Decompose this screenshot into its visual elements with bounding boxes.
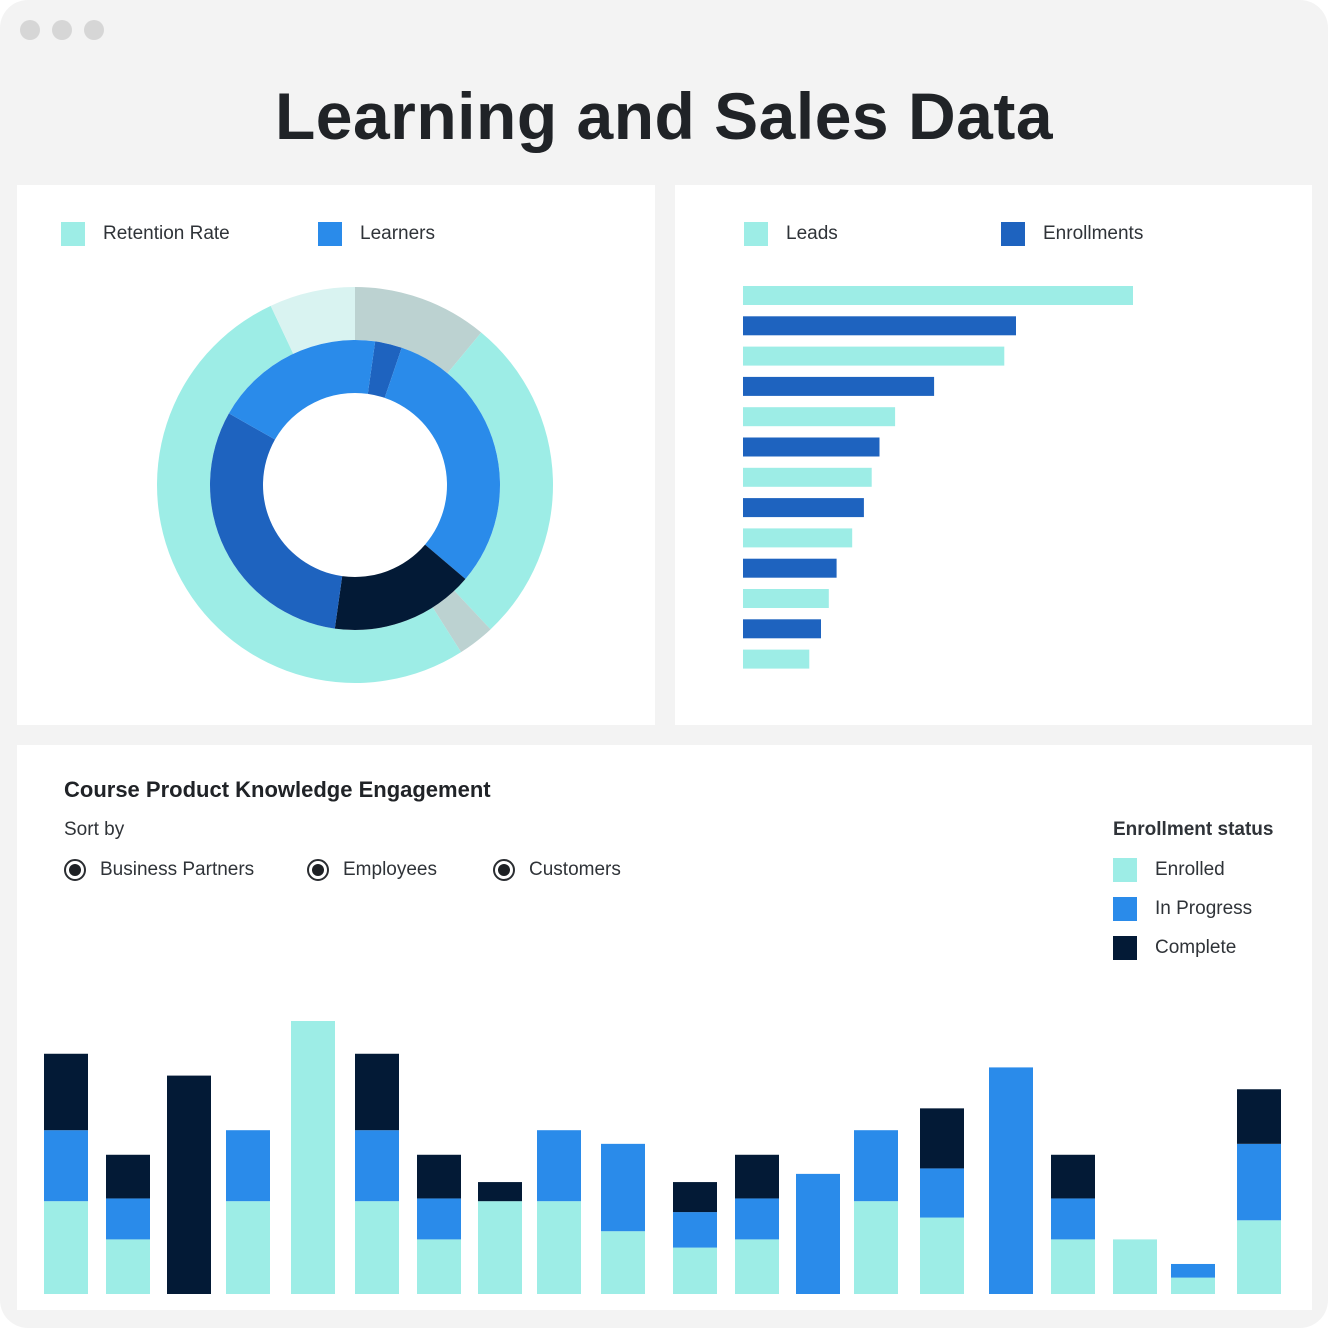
enrollment-status-title: Enrollment status	[1113, 819, 1274, 840]
leads-bar-3[interactable]	[743, 467, 872, 487]
window-controls	[20, 20, 104, 40]
enrollments-swatch	[1001, 222, 1025, 246]
complete-swatch	[1113, 936, 1137, 960]
learners-swatch	[318, 222, 342, 246]
legend-label: Leads	[786, 223, 838, 244]
radio-label: Business Partners	[100, 859, 255, 880]
donut-ring-1-slice-4[interactable]	[228, 340, 376, 440]
legend-label: In Progress	[1155, 898, 1253, 919]
leads-bar-6[interactable]	[743, 649, 810, 669]
page-title: Learning and Sales Data	[274, 79, 1054, 153]
donut-ring-1-slice-2[interactable]	[334, 544, 466, 630]
legend-label: Enrolled	[1155, 859, 1225, 880]
leads-bar-card: Leads Enrollments	[675, 185, 1312, 725]
donut-ring-0-slice-1[interactable]	[447, 332, 553, 630]
legend-enrollments: Enrollments	[1001, 222, 1143, 246]
leads-enrollments-chart	[743, 286, 1133, 669]
legend-label: Enrollments	[1043, 223, 1144, 244]
enrollments-bar-3[interactable]	[743, 498, 864, 518]
enrollments-bar-2[interactable]	[743, 437, 880, 457]
donut-ring-1-slice-0[interactable]	[367, 341, 402, 398]
sort-option-customers[interactable]: Customers	[493, 859, 621, 881]
enrollments-bar-1[interactable]	[743, 376, 935, 396]
donut-chart	[157, 287, 553, 683]
close-dot-icon[interactable]	[20, 20, 40, 40]
leads-bar-1[interactable]	[743, 346, 1005, 366]
maximize-dot-icon[interactable]	[84, 20, 104, 40]
donut-ring-1-slice-3[interactable]	[209, 413, 343, 629]
legend-learners: Learners	[318, 222, 435, 246]
status-legend-in-progress: In Progress	[1113, 897, 1252, 921]
legend-leads: Leads	[744, 222, 838, 246]
in-progress-swatch	[1113, 897, 1137, 921]
retention-rate-swatch	[61, 222, 85, 246]
donut-ring-0-slice-3[interactable]	[157, 305, 462, 683]
legend-label: Complete	[1155, 937, 1237, 958]
status-legend-enrolled: Enrolled	[1113, 858, 1225, 882]
leads-bar-2[interactable]	[743, 407, 896, 427]
legend-label: Learners	[360, 223, 435, 244]
radio-icon[interactable]	[307, 859, 329, 881]
engagement-title: Course Product Knowledge Engagement	[64, 777, 491, 802]
leads-bar-0[interactable]	[743, 286, 1133, 305]
legend-retention-rate: Retention Rate	[61, 222, 230, 246]
radio-label: Customers	[529, 859, 621, 880]
sort-by-label: Sort by	[64, 819, 125, 840]
leads-bar-5[interactable]	[743, 589, 829, 608]
enrollments-bar-0[interactable]	[743, 316, 1016, 336]
enrolled-swatch	[1113, 858, 1137, 882]
leads-swatch	[744, 222, 768, 246]
sort-option-employees[interactable]: Employees	[307, 859, 437, 881]
donut-ring-0-slice-2[interactable]	[432, 590, 491, 653]
status-legend-complete: Complete	[1113, 936, 1236, 960]
donut-ring-0-slice-4[interactable]	[270, 287, 355, 354]
radio-icon[interactable]	[64, 859, 86, 881]
radio-label: Employees	[343, 859, 437, 880]
leads-bar-4[interactable]	[743, 528, 853, 548]
radio-icon[interactable]	[493, 859, 515, 881]
donut-card: Retention Rate Learners	[17, 185, 655, 725]
legend-label: Retention Rate	[103, 223, 230, 244]
enrollments-bar-5[interactable]	[743, 619, 821, 639]
donut-ring-0-slice-0[interactable]	[355, 287, 482, 374]
sort-option-business-partners[interactable]: Business Partners	[64, 859, 254, 881]
enrollments-bar-4[interactable]	[743, 558, 837, 578]
donut-ring-1-slice-1[interactable]	[384, 347, 500, 579]
minimize-dot-icon[interactable]	[52, 20, 72, 40]
